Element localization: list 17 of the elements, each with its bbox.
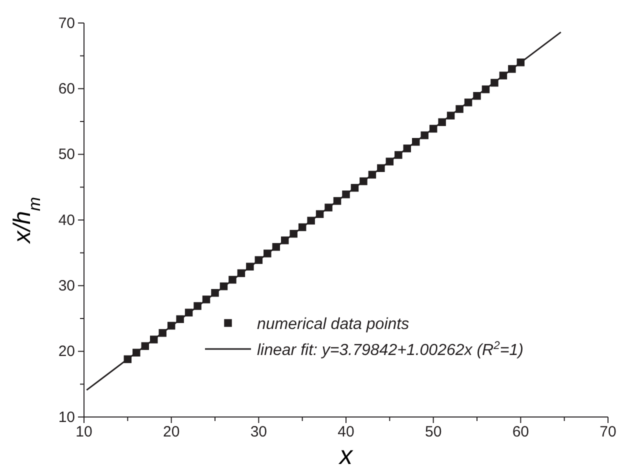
y-tick-label: 50 — [58, 146, 75, 164]
y-tick-label: 40 — [58, 212, 75, 229]
y-tick-label: 70 — [58, 14, 75, 32]
legend-label: linear fit: y=3.79842+1.00262x (R$^{2}$=1) — [257, 340, 524, 359]
x-tick-label: 50 — [424, 424, 442, 441]
x-tick-label: 20 — [162, 424, 180, 441]
x-tick-label: 10 — [76, 424, 92, 441]
y-tick-label: 10 — [58, 408, 75, 426]
x-tick-label: 70 — [600, 424, 616, 441]
y-tick-label: 30 — [58, 277, 75, 294]
x-axis-title: x — [338, 440, 354, 470]
x-tick-label: 30 — [250, 424, 268, 441]
y-tick-label: 20 — [58, 343, 75, 360]
x-tick-label: 60 — [512, 424, 530, 441]
y-tick-label: 60 — [58, 80, 75, 98]
legend-label: numerical data points — [257, 316, 410, 333]
x-tick-label: 40 — [338, 424, 354, 441]
